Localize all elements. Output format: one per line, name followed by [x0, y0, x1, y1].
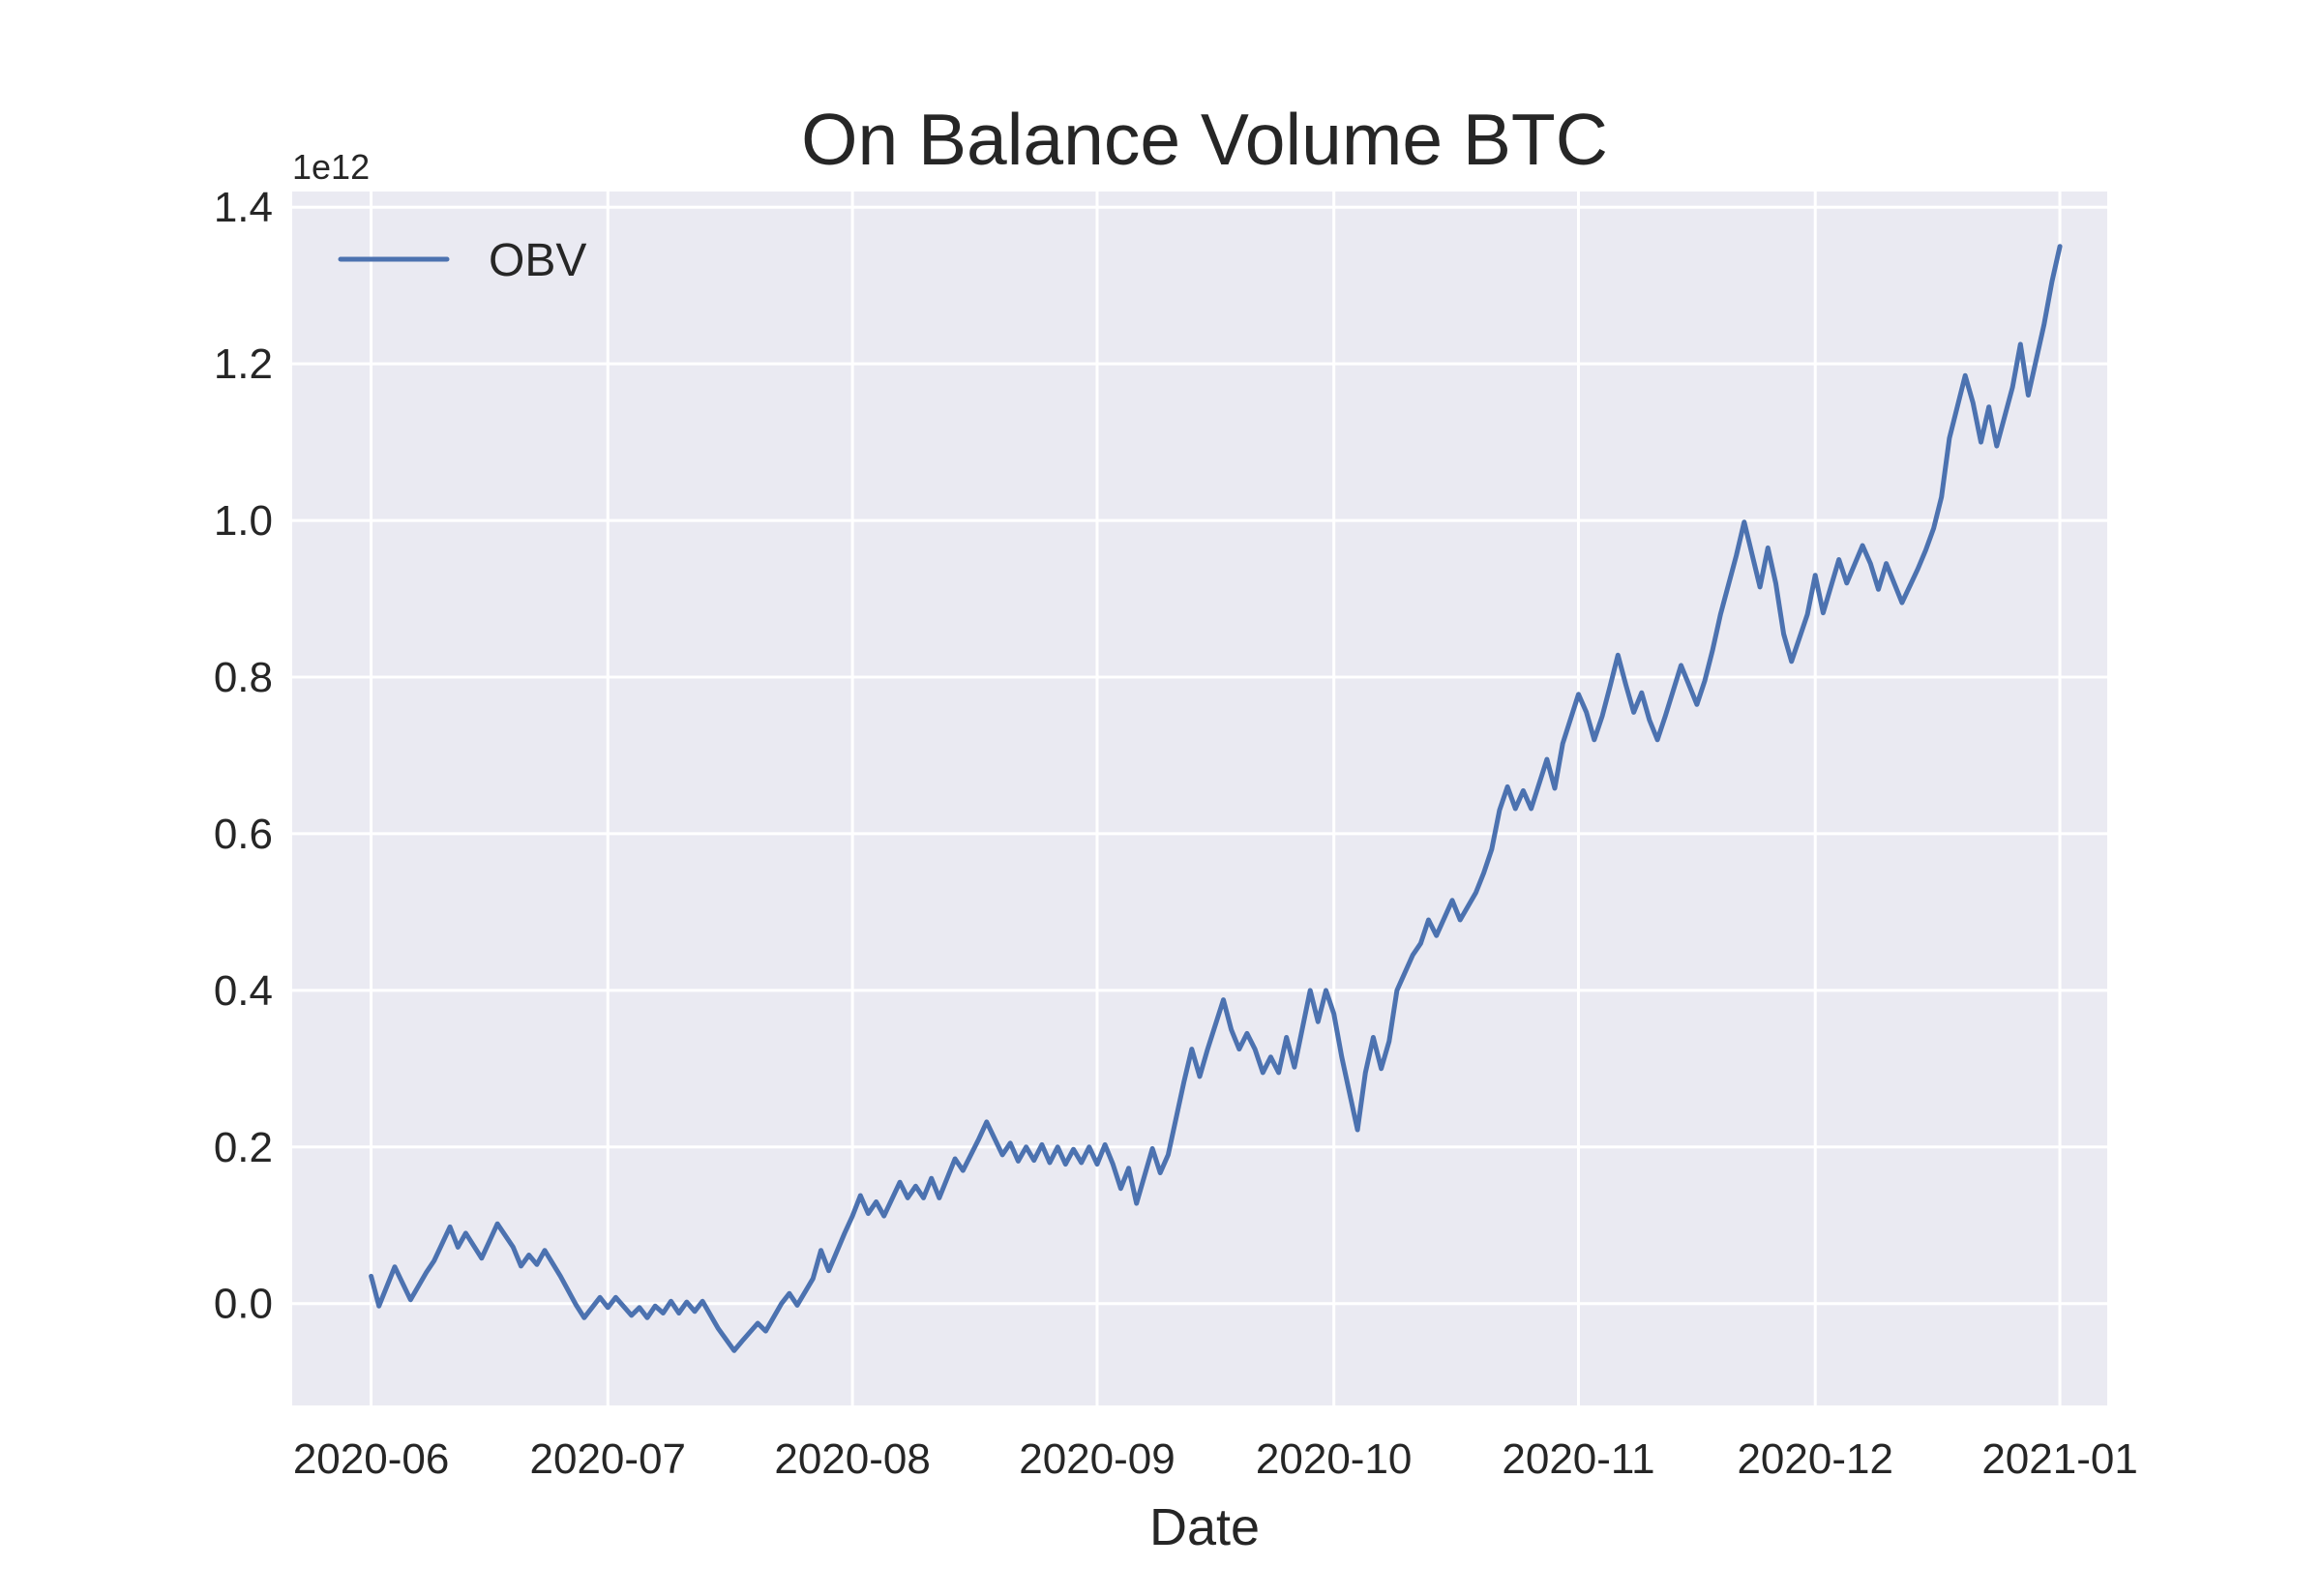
x-axis-label: Date [1149, 1498, 1260, 1556]
x-tick-label: 2020-10 [1256, 1435, 1412, 1483]
x-tick-label: 2020-09 [1019, 1435, 1175, 1483]
series-line-obv [369, 244, 2063, 1353]
y-tick-label: 1.4 [214, 184, 273, 231]
y-tick-label: 1.2 [214, 340, 273, 388]
y-tick-label: 0.4 [214, 967, 273, 1015]
x-tick-label: 2020-12 [1737, 1435, 1892, 1483]
x-tick-label: 2020-08 [774, 1435, 930, 1483]
y-tick-label: 0.6 [214, 811, 273, 858]
y-tick-label: 0.2 [214, 1124, 273, 1171]
y-tick-label: 0.0 [214, 1281, 273, 1328]
x-tick-labels: 2020-06 2020-07 2020-08 2020-09 2020-10 2020-… [293, 1435, 2138, 1483]
x-tick-label: 2021-01 [1981, 1435, 2137, 1483]
series-layer [369, 244, 2063, 1353]
x-tick-label: 2020-11 [1502, 1435, 1654, 1483]
x-tick-label: 2020-06 [293, 1435, 449, 1483]
x-tick-label: 2020-07 [530, 1435, 686, 1483]
grid-lines [292, 192, 2107, 1405]
y-axis-offset-label: 1e12 [292, 147, 370, 187]
chart-title: On Balance Volume BTC [801, 99, 1608, 180]
y-tick-labels: 0.0 0.2 0.4 0.6 0.8 1.0 1.2 1.4 [214, 184, 273, 1328]
plot-area [292, 192, 2107, 1405]
legend-label-obv: OBV [489, 235, 586, 286]
legend: OBV [338, 235, 586, 286]
y-tick-label: 1.0 [214, 497, 273, 545]
y-tick-label: 0.8 [214, 654, 273, 701]
